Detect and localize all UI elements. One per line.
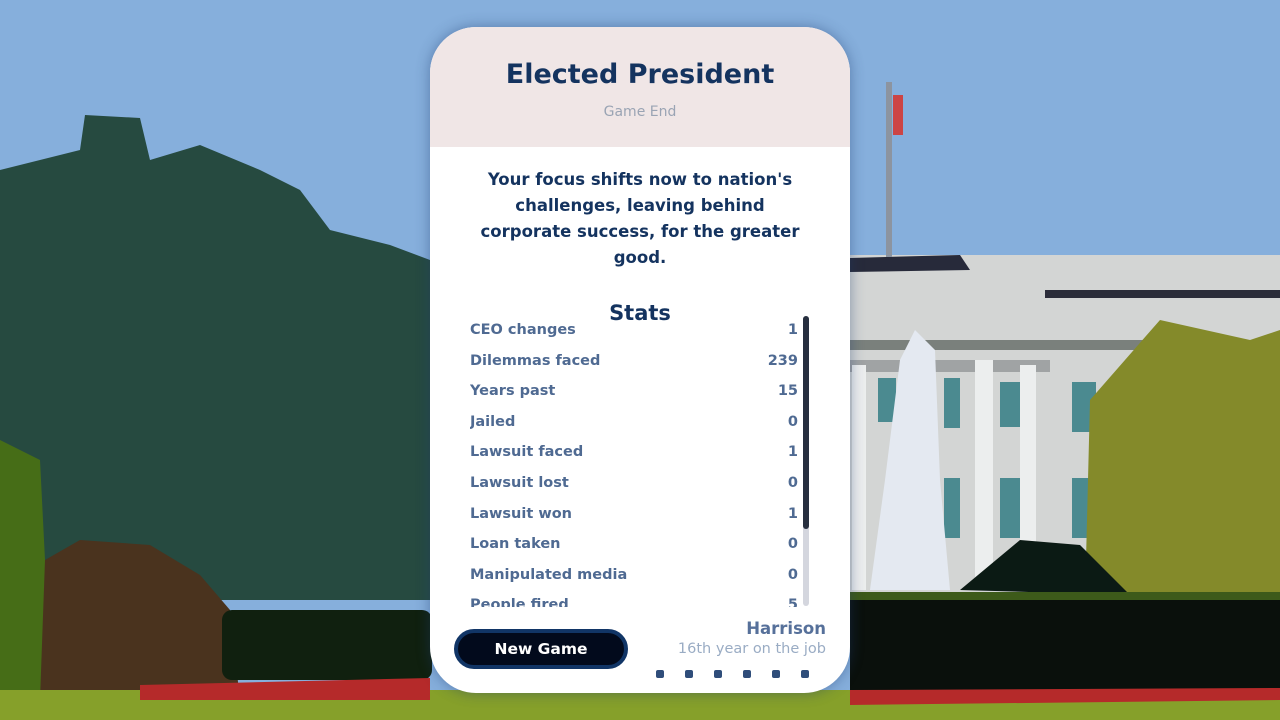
stat-label: Loan taken: [470, 536, 561, 553]
stat-label: Lawsuit faced: [470, 444, 584, 461]
stat-label: Manipulated media: [470, 566, 628, 583]
game-end-card: Elected President Game End Your focus sh…: [430, 27, 850, 693]
stat-label: Jailed: [470, 413, 516, 430]
stat-row: Loan taken 0: [470, 529, 798, 560]
stat-label: Years past: [470, 383, 556, 400]
stat-label: Lawsuit lost: [470, 474, 569, 491]
stat-row: Manipulated media 0: [470, 560, 798, 591]
page-dot: [685, 670, 693, 678]
stat-value: 0: [787, 536, 798, 553]
stat-row: Lawsuit faced 1: [470, 437, 798, 468]
scrollbar-thumb[interactable]: [803, 316, 809, 529]
page-dot: [656, 670, 664, 678]
stat-row: Jailed 0: [470, 407, 798, 438]
scrollbar[interactable]: [803, 316, 809, 606]
stat-label: CEO changes: [470, 322, 576, 338]
stat-row: Lawsuit won 1: [470, 499, 798, 530]
ending-message: Your focus shifts now to nation's challe…: [480, 170, 800, 267]
stat-row: Dilemmas faced 239: [470, 346, 798, 377]
stat-value: 15: [777, 383, 798, 400]
stat-row: People fired 5: [470, 590, 798, 607]
page-indicator: [656, 670, 809, 678]
ceo-name: Harrison: [746, 619, 826, 638]
stat-row: Lawsuit lost 0: [470, 468, 798, 499]
card-header: Elected President Game End: [430, 27, 850, 147]
new-game-button[interactable]: New Game: [454, 629, 628, 669]
stat-label: Lawsuit won: [470, 505, 573, 522]
stat-value: 1: [787, 444, 798, 461]
stat-row: CEO changes 1: [470, 315, 798, 346]
stats-heading: Stats: [609, 301, 671, 325]
stats-list[interactable]: CEO changes 1 Dilemmas faced 239 Years past 1…: [470, 315, 798, 607]
stat-value: 1: [787, 322, 798, 338]
stat-value: 0: [787, 413, 798, 430]
tenure-text: 16th year on the job: [677, 641, 826, 657]
stat-label: Dilemmas faced: [470, 352, 601, 369]
stat-value: 0: [787, 474, 798, 491]
page-dot: [743, 670, 751, 678]
page-dot: [801, 670, 809, 678]
stat-value: 239: [767, 352, 798, 369]
page-dot: [772, 670, 780, 678]
stat-label: People fired: [470, 597, 569, 607]
stat-value: 1: [787, 505, 798, 522]
page-subtitle: Game End: [603, 104, 677, 120]
page-title: Elected President: [505, 59, 775, 90]
stat-value: 0: [787, 566, 798, 583]
stat-value: 5: [787, 597, 798, 607]
stat-row: Years past 15: [470, 376, 798, 407]
page-dot: [714, 670, 722, 678]
